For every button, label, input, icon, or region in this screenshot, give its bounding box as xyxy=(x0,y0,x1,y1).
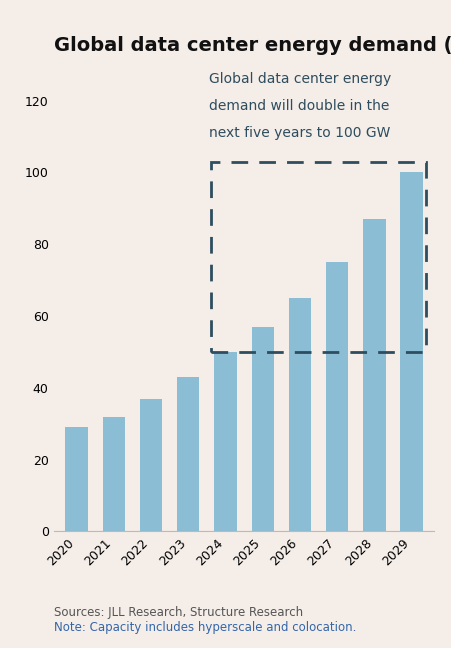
Text: Note: Capacity includes hyperscale and colocation.: Note: Capacity includes hyperscale and c… xyxy=(54,621,356,634)
Bar xyxy=(363,219,385,531)
Bar xyxy=(400,172,422,531)
Bar xyxy=(177,377,199,531)
Text: Sources: JLL Research, Structure Research: Sources: JLL Research, Structure Researc… xyxy=(54,606,303,619)
Bar xyxy=(65,427,87,531)
Text: demand will double in the: demand will double in the xyxy=(208,99,388,113)
Bar xyxy=(139,399,162,531)
Bar xyxy=(102,417,124,531)
Bar xyxy=(210,162,426,352)
Text: Global data center energy demand (GW): Global data center energy demand (GW) xyxy=(54,36,451,55)
Bar xyxy=(251,327,273,531)
Text: Global data center energy: Global data center energy xyxy=(208,72,390,86)
Bar xyxy=(288,298,310,531)
Bar xyxy=(325,262,348,531)
Bar xyxy=(214,352,236,531)
Text: next five years to 100 GW: next five years to 100 GW xyxy=(208,126,389,140)
